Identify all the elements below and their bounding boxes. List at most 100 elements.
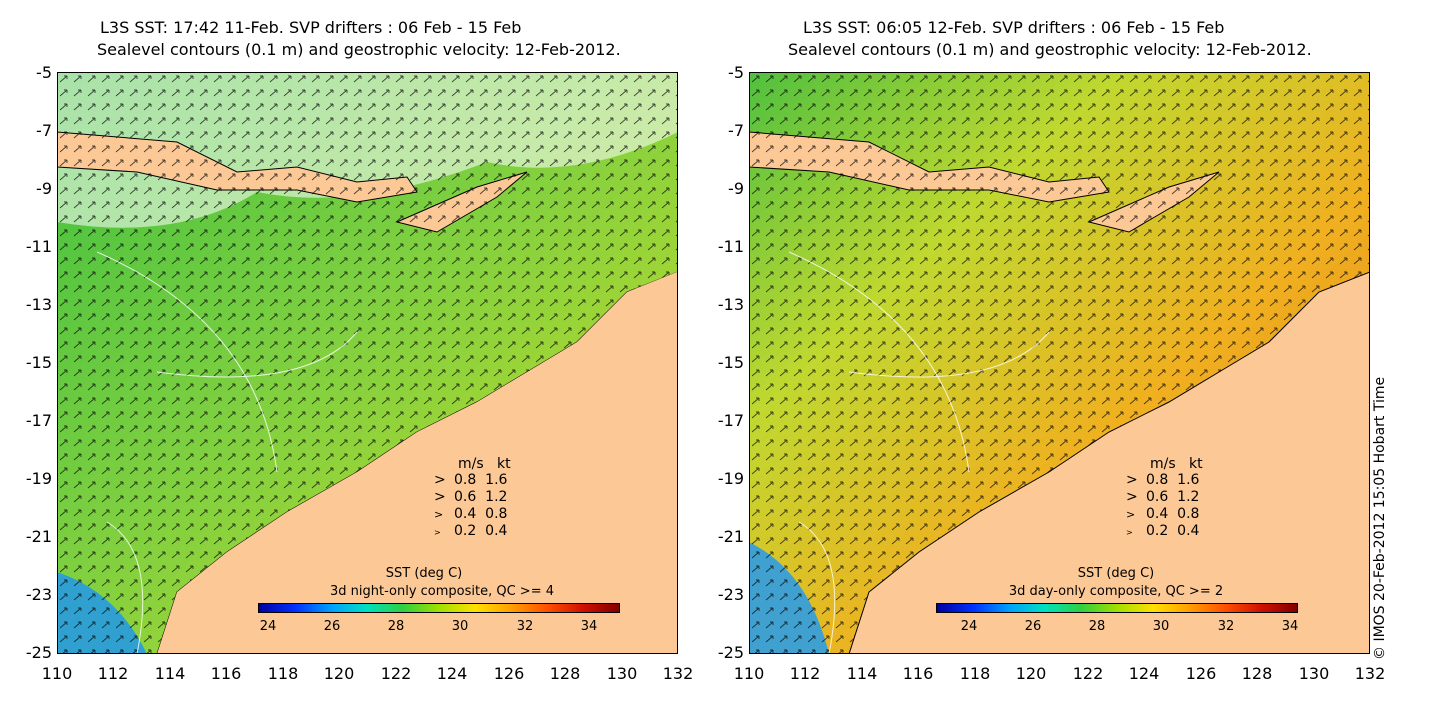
sst-map-canvas	[749, 72, 1370, 654]
header-kt: kt	[1189, 456, 1203, 472]
x-tick: 120	[1015, 664, 1047, 683]
y-tick: -13	[25, 295, 52, 314]
sealevel-contours	[788, 251, 1050, 654]
y-tick: -25	[25, 643, 52, 662]
header-kt: kt	[497, 456, 511, 472]
y-tick: -17	[25, 411, 52, 430]
x-tick: 126	[1185, 664, 1217, 683]
velocity-legend-row: >0.4 0.8	[434, 506, 508, 522]
australia-land-top	[157, 272, 678, 654]
header-ms: m/s	[1150, 456, 1176, 472]
x-tick: 116	[210, 664, 242, 683]
y-tick: -21	[25, 527, 52, 546]
map-frame	[749, 72, 1370, 654]
map-frame	[57, 72, 678, 654]
x-tick: 110	[41, 664, 73, 683]
colorbar-tick: 30	[1152, 619, 1170, 634]
x-tick: 110	[733, 664, 765, 683]
colorbar-title: SST (deg C)	[1077, 566, 1155, 581]
y-tick: -7	[728, 121, 744, 140]
arrow-icon: >	[1126, 472, 1138, 488]
velocity-legend-row: >0.6 1.2	[434, 489, 508, 505]
y-tick: -13	[717, 295, 744, 314]
y-tick: -9	[36, 179, 52, 198]
x-tick: 112	[789, 664, 821, 683]
x-tick: 116	[902, 664, 934, 683]
colorbar-tick: 28	[1088, 619, 1106, 634]
y-tick: -19	[25, 469, 52, 488]
y-tick: -7	[36, 121, 52, 140]
sealevel-contours	[96, 251, 358, 654]
colorbar-tick: 26	[323, 619, 341, 634]
velocity-legend-header: m/s kt	[458, 456, 511, 472]
sst-map-canvas	[57, 72, 678, 654]
arrow-icon: >	[1126, 528, 1133, 537]
australia-land	[848, 271, 1370, 654]
right-panel: L3S SST: 06:05 12-Feb. SVP drifters : 06…	[718, 0, 1440, 720]
x-tick: 128	[1241, 664, 1273, 683]
y-tick: -5	[36, 63, 52, 82]
x-tick: 118	[267, 664, 299, 683]
velocity-legend-row: >0.2 0.4	[1126, 523, 1200, 539]
colorbar-tick: 30	[451, 619, 469, 634]
colorbar-tick: 32	[516, 619, 534, 634]
sst-map	[57, 72, 678, 654]
y-tick: -11	[717, 237, 744, 256]
velocity-legend-header: m/s kt	[1150, 456, 1203, 472]
x-tick: 130	[606, 664, 638, 683]
colorbar-tick: 24	[259, 619, 277, 634]
colorbar-tick: 24	[960, 619, 978, 634]
y-tick: -23	[25, 585, 52, 604]
y-tick: -11	[25, 237, 52, 256]
arrow-icon: >	[434, 489, 446, 505]
y-tick: -21	[717, 527, 744, 546]
sst-colorbar	[936, 603, 1298, 613]
x-tick: 114	[154, 664, 186, 683]
y-tick: -25	[717, 643, 744, 662]
x-tick: 118	[959, 664, 991, 683]
arrow-icon: >	[434, 528, 441, 537]
y-tick: -17	[717, 411, 744, 430]
x-tick: 122	[1072, 664, 1104, 683]
panel-title-line2: Sealevel contours (0.1 m) and geostrophi…	[788, 40, 1312, 59]
x-tick: 124	[436, 664, 468, 683]
panel-title-line1: L3S SST: 06:05 12-Feb. SVP drifters : 06…	[803, 18, 1225, 37]
arrow-icon: >	[434, 472, 446, 488]
y-tick: -15	[717, 353, 744, 372]
arrow-icon: >	[434, 508, 444, 521]
arrow-icon: >	[1126, 508, 1136, 521]
x-tick: 120	[323, 664, 355, 683]
y-tick: -15	[25, 353, 52, 372]
colorbar-tick: 26	[1024, 619, 1042, 634]
colorbar-title: SST (deg C)	[385, 566, 463, 581]
x-tick: 114	[846, 664, 878, 683]
colorbar-tick: 34	[1281, 619, 1299, 634]
y-tick: -19	[717, 469, 744, 488]
x-tick: 122	[380, 664, 412, 683]
y-tick: -9	[728, 179, 744, 198]
velocity-legend-row: >0.8 1.6	[434, 472, 508, 488]
panel-title-line2: Sealevel contours (0.1 m) and geostrophi…	[97, 40, 621, 59]
x-tick: 128	[549, 664, 581, 683]
left-panel: L3S SST: 17:42 11-Feb. SVP drifters : 06…	[25, 18, 694, 683]
x-tick: 126	[493, 664, 525, 683]
colorbar-tick: 32	[1217, 619, 1235, 634]
colorbar-subtitle: 3d night-only composite, QC >= 4	[329, 584, 554, 599]
sst-map	[749, 72, 1370, 654]
header-ms: m/s	[458, 456, 484, 472]
velocity-legend-row: >0.8 1.6	[1126, 472, 1200, 488]
velocity-legend-row: >0.2 0.4	[434, 523, 508, 539]
x-tick: 132	[1354, 664, 1386, 683]
sst-colorbar	[258, 603, 620, 613]
imos-credit: © IMOS 20-Feb-2012 15:05 Hobart Time	[1372, 376, 1388, 660]
velocity-legend-row: >0.4 0.8	[1126, 506, 1200, 522]
x-tick: 112	[97, 664, 129, 683]
y-tick: -23	[717, 585, 744, 604]
arrow-icon: >	[1126, 489, 1138, 505]
x-tick: 132	[662, 664, 694, 683]
y-tick: -5	[728, 63, 744, 82]
x-tick: 130	[1298, 664, 1330, 683]
colorbar-subtitle: 3d day-only composite, QC >= 2	[1008, 584, 1224, 599]
colorbar-tick: 34	[580, 619, 598, 634]
x-tick: 124	[1128, 664, 1160, 683]
